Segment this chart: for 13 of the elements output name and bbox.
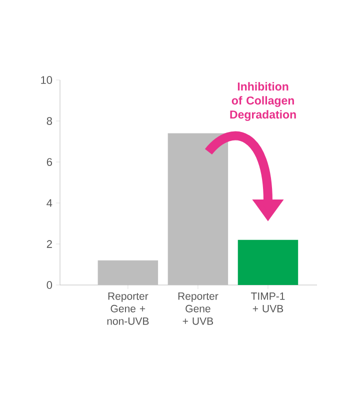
bar xyxy=(98,260,158,285)
annotation: Inhibition of Collagen Degradation xyxy=(230,82,296,121)
bar xyxy=(238,240,298,285)
y-tick-label: 10 xyxy=(41,76,52,84)
y-tick-label: 4 xyxy=(46,199,52,207)
y-tick-label: 0 xyxy=(46,281,52,289)
x-tick-label: Reporter Gene + UVB xyxy=(178,292,218,325)
bar xyxy=(168,133,228,285)
y-tick-label: 8 xyxy=(46,117,52,125)
x-tick-label: TIMP-1 + UVB xyxy=(251,292,285,312)
y-tick-label: 6 xyxy=(46,158,52,166)
x-tick-label: Reporter Gene + non-UVB xyxy=(107,292,149,325)
y-tick-label: 2 xyxy=(46,240,52,248)
